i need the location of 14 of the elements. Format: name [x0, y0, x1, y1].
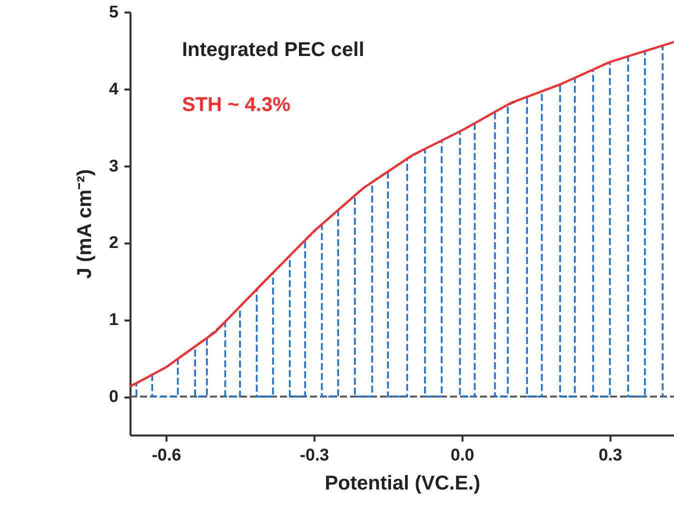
x-tick-label: -0.6 — [152, 446, 182, 464]
x-tick-label: 0.3 — [598, 446, 622, 464]
x-axis-title: Potential (VC.E.) — [324, 472, 480, 494]
annotation: STH ~ 4.3% — [182, 94, 291, 116]
y-tick-label: 4 — [109, 79, 120, 98]
y-tick-label: 3 — [109, 156, 118, 176]
x-tick-label: 0.0 — [450, 446, 474, 464]
y-tick-label: 0 — [109, 387, 118, 406]
x-tick-label: -0.3 — [300, 446, 330, 464]
y-tick-label: 5 — [109, 2, 118, 22]
y-tick-label: 2 — [109, 233, 118, 252]
y-tick-label: 1 — [109, 310, 118, 330]
annotation: Integrated PEC cell — [182, 39, 364, 61]
y-axis-title: J (mA cm⁻²) — [74, 169, 96, 279]
